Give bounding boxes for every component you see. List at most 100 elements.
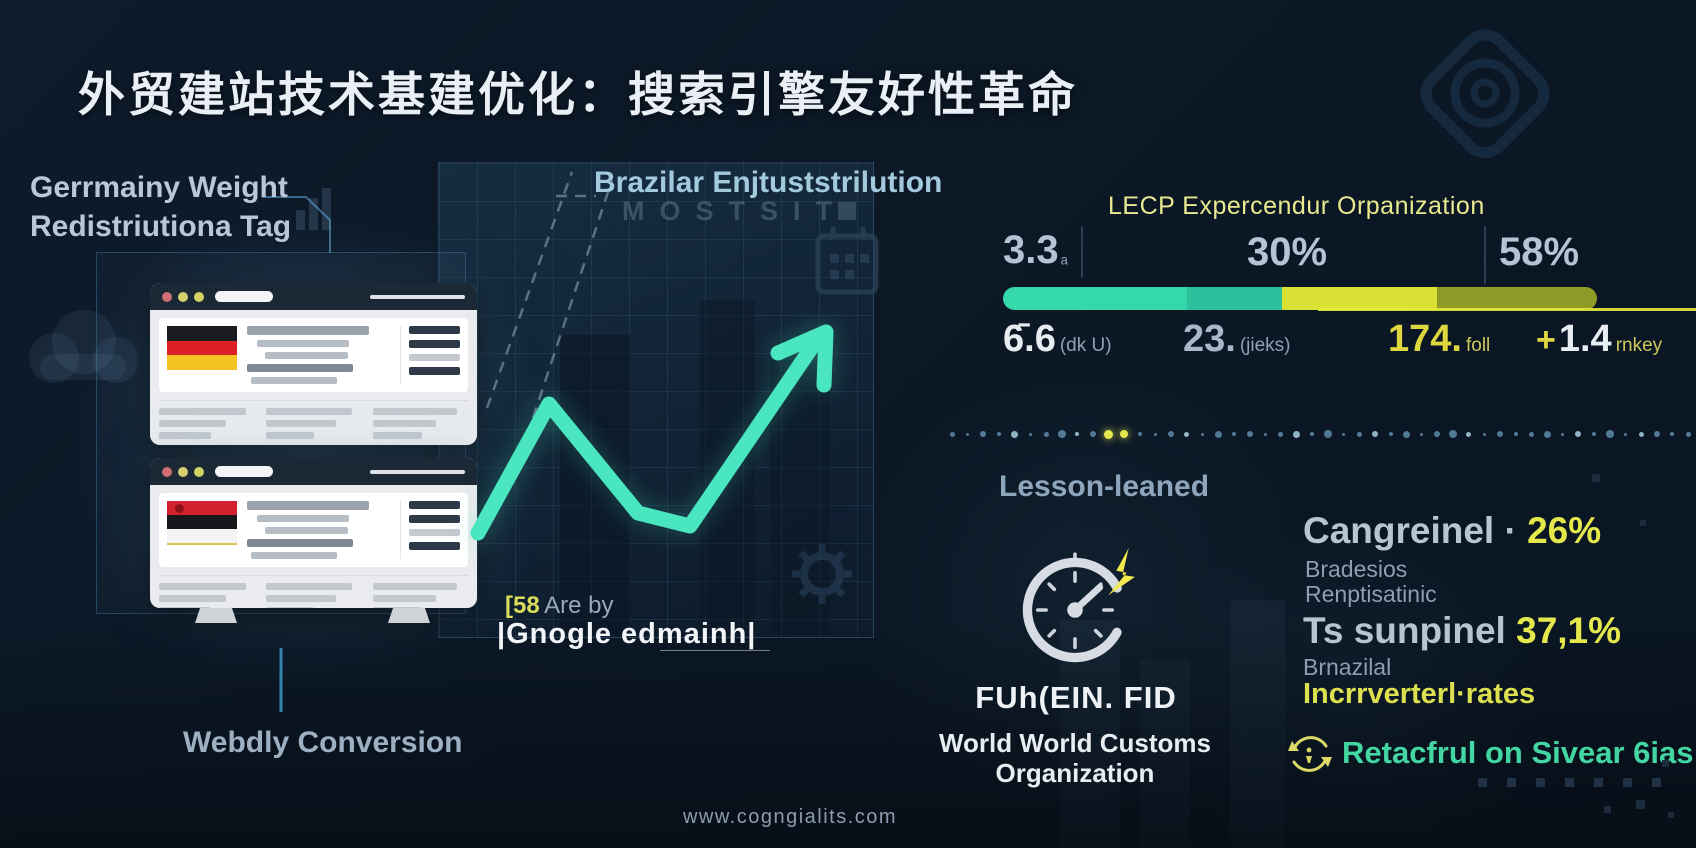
- separator-dot: [1154, 432, 1158, 436]
- variant-flag: [167, 501, 237, 545]
- decor-square: [1640, 520, 1646, 526]
- gauge-caption: FUh(EIN. FID: [975, 680, 1177, 715]
- note-underline: [660, 650, 770, 651]
- separator-dot: [1214, 430, 1222, 438]
- chart-label: Brazilar Enjtuststrilution: [594, 166, 943, 199]
- separator-dot: [1466, 431, 1472, 437]
- footer-placeholder-rows: [159, 575, 468, 608]
- decor-square: [1652, 778, 1661, 787]
- separator-dot: [1388, 432, 1393, 436]
- gear-icon: [792, 544, 852, 604]
- decor-square: [1662, 760, 1669, 767]
- separator-dot: [980, 431, 987, 437]
- minimize-dot-icon: [178, 291, 188, 302]
- minimize-dot-icon: [178, 466, 188, 477]
- separator-dot: [1402, 430, 1410, 438]
- separator-dot: [997, 432, 1001, 436]
- stat-value: 3.3: [1003, 228, 1059, 272]
- decor-square: [1604, 806, 1611, 813]
- content-card: [159, 493, 468, 567]
- chart-note: [58 Are by: [505, 592, 614, 620]
- stat-top-1: 3.3 ₐ: [1003, 228, 1068, 273]
- separator-dot: [1561, 432, 1565, 436]
- separator-dot: [1670, 432, 1675, 436]
- separator-dot: [1638, 431, 1644, 437]
- separator-dot: [1057, 430, 1066, 438]
- decor-square: [1536, 778, 1545, 787]
- right-item-2-sub-2: Incrrverterl·rates: [1303, 678, 1536, 710]
- separator-dot: [1231, 432, 1236, 436]
- stat-value: 58%: [1499, 230, 1580, 274]
- germany-weight-label: Gerrmainy Weight Redistriutiona Tag: [30, 168, 291, 246]
- content-card: [159, 318, 468, 392]
- close-dot-icon: [162, 291, 172, 302]
- separator-dot: [1528, 431, 1534, 437]
- browser-titlebar: [150, 283, 477, 310]
- separator-dot: [1137, 432, 1142, 436]
- separator-dot: [1434, 431, 1441, 437]
- item-label: Ts sunpinel: [1303, 610, 1506, 651]
- separator-dot: [1653, 431, 1660, 437]
- monitor-foot: [195, 608, 237, 623]
- gauge-icon: [1022, 548, 1135, 663]
- text-placeholder-bars: [247, 501, 390, 559]
- browser-titlebar: [150, 458, 477, 485]
- progress-bar-segment: [1187, 287, 1283, 310]
- stats-title: LECP Expercendur Orpanization: [1108, 192, 1485, 220]
- separator-dot: [1513, 432, 1518, 436]
- stat-top-3: 58%: [1499, 230, 1579, 275]
- separator-dot: [1075, 432, 1080, 436]
- url-pill: [215, 291, 273, 302]
- cloud-icon: [29, 310, 139, 383]
- separator-dot: [1449, 430, 1458, 438]
- separator-dot: [1575, 431, 1582, 437]
- right-item-2-sub-1: Brnazilal: [1303, 654, 1392, 680]
- menu-line: [370, 294, 465, 299]
- menu-line: [370, 469, 465, 474]
- stat-value: 174.: [1388, 318, 1462, 360]
- decor-square: [1478, 778, 1487, 787]
- org-line-2: Organization: [995, 758, 1155, 788]
- decor-square: [1623, 778, 1632, 787]
- sidebar-placeholder: [400, 501, 460, 559]
- ghost-text: MOSTSIT: [622, 196, 847, 226]
- separator-dot: [1685, 431, 1691, 437]
- stat-top-2: 30%: [1247, 230, 1327, 275]
- stat-bottom-2: 23. (jieks): [1183, 318, 1291, 361]
- separator-dot: [1371, 431, 1378, 437]
- progress-bar-segment: [1282, 287, 1437, 310]
- stat-value: 23.: [1183, 318, 1236, 360]
- decor-square: [1592, 474, 1600, 482]
- stat-value: 6̄.6: [1003, 318, 1056, 360]
- stat-divider: [1081, 226, 1083, 278]
- separator-dot: [1310, 432, 1315, 436]
- footer-placeholder-rows: [159, 400, 468, 439]
- bar-underline: [1318, 308, 1696, 311]
- calendar-icon: [815, 227, 879, 295]
- browser-window-germany: [150, 283, 477, 445]
- note-text: Are by: [544, 592, 614, 619]
- separator-dot: [1263, 432, 1267, 436]
- stat-bottom-3: 174. foll: [1388, 318, 1490, 361]
- note-line2: |Gnogle edmainh|: [497, 618, 757, 650]
- decor-square: [1594, 778, 1603, 787]
- flash-icon: [1108, 548, 1135, 596]
- stat-suffix: (dk U): [1059, 335, 1112, 356]
- ghost-square: [838, 202, 856, 220]
- note-prefix: [58: [505, 592, 540, 619]
- location-pin-icon: [1420, 29, 1550, 159]
- separator-dot: [1011, 430, 1019, 438]
- separator-dot: [1184, 431, 1190, 437]
- item-value: 26%: [1527, 510, 1602, 551]
- text-placeholder-bars: [247, 326, 390, 384]
- separator-dot: [1120, 430, 1129, 438]
- label-line-1: Gerrmainy Weight: [30, 171, 288, 204]
- separator-dot: [1278, 431, 1284, 437]
- progress-bar-segment: [1003, 287, 1188, 310]
- separator-dot: [1592, 432, 1596, 436]
- separator-dot: [1028, 432, 1032, 436]
- separator-dot: [1482, 432, 1486, 436]
- separator-dot: [1089, 431, 1096, 437]
- right-footer-text: Retacfrul on Sivear 6ias: [1342, 735, 1694, 770]
